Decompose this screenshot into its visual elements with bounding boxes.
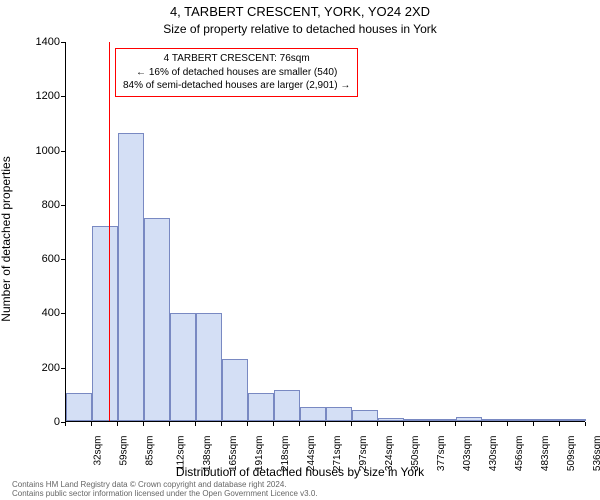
footer-line-1: Contains HM Land Registry data © Crown c…	[12, 480, 318, 489]
x-tick-mark	[507, 422, 508, 426]
chart-subtitle: Size of property relative to detached ho…	[0, 22, 600, 36]
histogram-bar	[92, 226, 118, 421]
histogram-bar	[300, 407, 326, 421]
y-tick-mark	[61, 205, 65, 206]
x-tick-label: 271sqm	[332, 436, 343, 472]
histogram-bar	[144, 218, 170, 421]
x-tick-label: 350sqm	[410, 436, 421, 472]
y-tick-label: 0	[26, 416, 60, 428]
x-tick-label: 403sqm	[462, 436, 473, 472]
y-tick-label: 1400	[26, 36, 60, 48]
x-tick-mark	[429, 422, 430, 426]
x-tick-mark	[169, 422, 170, 426]
x-tick-mark	[117, 422, 118, 426]
x-tick-mark	[585, 422, 586, 426]
histogram-bar	[170, 313, 196, 421]
histogram-bar	[560, 419, 586, 421]
x-tick-label: 456sqm	[514, 436, 525, 472]
x-tick-label: 85sqm	[145, 436, 156, 466]
y-tick-label: 1000	[26, 145, 60, 157]
histogram-bar	[430, 419, 456, 421]
x-tick-mark	[247, 422, 248, 426]
x-tick-label: 536sqm	[592, 436, 600, 472]
x-tick-label: 509sqm	[566, 436, 577, 472]
plot-area	[65, 42, 585, 422]
histogram-bar	[196, 313, 222, 421]
histogram-bar	[248, 393, 274, 422]
histogram-bar	[352, 410, 378, 421]
x-tick-mark	[351, 422, 352, 426]
x-tick-mark	[481, 422, 482, 426]
histogram-bar	[534, 419, 560, 421]
histogram-bar	[274, 390, 300, 421]
x-tick-label: 138sqm	[202, 436, 213, 472]
y-tick-mark	[61, 368, 65, 369]
y-tick-mark	[61, 151, 65, 152]
y-tick-label: 400	[26, 307, 60, 319]
x-tick-label: 297sqm	[358, 436, 369, 472]
x-tick-mark	[325, 422, 326, 426]
annotation-line-2: ← 16% of detached houses are smaller (54…	[123, 66, 350, 80]
footer-attribution: Contains HM Land Registry data © Crown c…	[12, 480, 318, 498]
x-tick-label: 430sqm	[488, 436, 499, 472]
footer-line-2: Contains public sector information licen…	[12, 489, 318, 498]
x-tick-label: 377sqm	[436, 436, 447, 472]
y-tick-mark	[61, 42, 65, 43]
chart-container: 4, TARBERT CRESCENT, YORK, YO24 2XD Size…	[0, 0, 600, 500]
y-tick-mark	[61, 313, 65, 314]
x-tick-mark	[273, 422, 274, 426]
histogram-bar	[66, 393, 92, 422]
annotation-line-1: 4 TARBERT CRESCENT: 76sqm	[123, 52, 350, 66]
x-tick-mark	[533, 422, 534, 426]
x-tick-label: 324sqm	[384, 436, 395, 472]
histogram-bar	[378, 418, 404, 421]
y-tick-label: 200	[26, 362, 60, 374]
histogram-bar	[404, 419, 430, 421]
x-tick-mark	[65, 422, 66, 426]
y-tick-mark	[61, 259, 65, 260]
x-tick-label: 59sqm	[119, 436, 130, 466]
x-tick-label: 218sqm	[280, 436, 291, 472]
x-tick-mark	[221, 422, 222, 426]
y-tick-label: 800	[26, 199, 60, 211]
x-tick-label: 32sqm	[93, 436, 104, 466]
x-tick-mark	[455, 422, 456, 426]
annotation-line-3: 84% of semi-detached houses are larger (…	[123, 79, 350, 93]
chart-title: 4, TARBERT CRESCENT, YORK, YO24 2XD	[0, 4, 600, 19]
x-tick-mark	[143, 422, 144, 426]
x-tick-mark	[91, 422, 92, 426]
x-tick-label: 483sqm	[540, 436, 551, 472]
x-tick-mark	[377, 422, 378, 426]
property-marker-line	[109, 42, 110, 421]
histogram-bar	[118, 133, 144, 421]
histogram-bar	[456, 417, 482, 421]
y-tick-mark	[61, 96, 65, 97]
x-tick-label: 191sqm	[254, 436, 265, 472]
x-tick-label: 112sqm	[175, 436, 186, 471]
y-tick-label: 1200	[26, 90, 60, 102]
histogram-bar	[508, 419, 534, 421]
property-annotation-box: 4 TARBERT CRESCENT: 76sqm ← 16% of detac…	[115, 48, 358, 97]
histogram-bar	[222, 359, 248, 421]
x-tick-label: 244sqm	[306, 436, 317, 472]
x-tick-mark	[559, 422, 560, 426]
histogram-bar	[326, 407, 352, 421]
x-axis-label: Distribution of detached houses by size …	[0, 465, 600, 479]
y-tick-label: 600	[26, 253, 60, 265]
y-axis-label: Number of detached properties	[0, 156, 13, 321]
x-tick-label: 165sqm	[228, 436, 239, 472]
histogram-bar	[482, 419, 508, 421]
x-tick-mark	[195, 422, 196, 426]
x-tick-mark	[403, 422, 404, 426]
x-tick-mark	[299, 422, 300, 426]
